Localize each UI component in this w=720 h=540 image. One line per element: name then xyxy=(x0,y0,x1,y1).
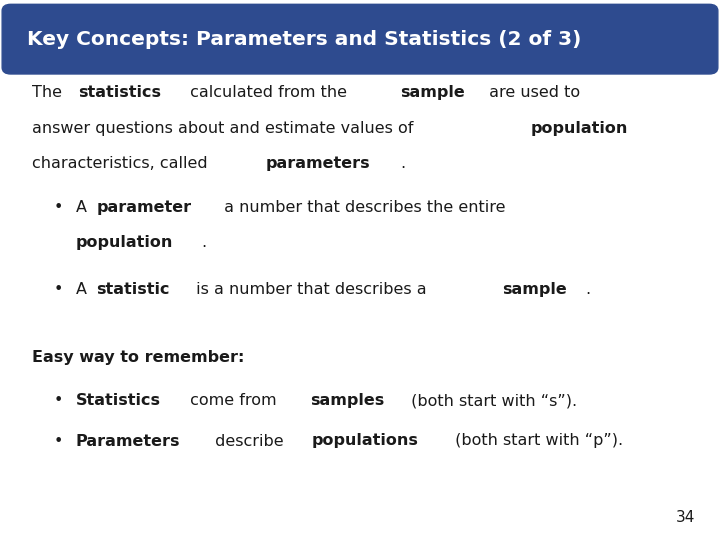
Text: calculated from the: calculated from the xyxy=(185,85,352,100)
Text: The: The xyxy=(32,85,68,100)
Text: sample: sample xyxy=(400,85,465,100)
Text: .: . xyxy=(400,157,406,172)
Text: •: • xyxy=(54,200,63,215)
Text: describe: describe xyxy=(210,434,289,449)
Text: Key Concepts: Parameters and Statistics (2 of 3): Key Concepts: Parameters and Statistics … xyxy=(27,30,582,50)
Text: characteristics, called: characteristics, called xyxy=(32,157,213,172)
Text: answer questions about and estimate values of: answer questions about and estimate valu… xyxy=(32,121,419,136)
Text: population: population xyxy=(76,235,173,251)
Text: parameters: parameters xyxy=(266,157,370,172)
Text: are used to: are used to xyxy=(484,85,580,100)
Text: samples: samples xyxy=(310,393,384,408)
Text: statistic: statistic xyxy=(96,282,170,298)
Text: Easy way to remember:: Easy way to remember: xyxy=(32,350,245,365)
Text: .: . xyxy=(585,282,590,298)
Text: Parameters: Parameters xyxy=(76,434,180,449)
Text: (both start with “s”).: (both start with “s”). xyxy=(406,393,577,408)
Text: parameter: parameter xyxy=(96,200,192,215)
Text: 34: 34 xyxy=(675,510,695,525)
Text: (both start with “p”).: (both start with “p”). xyxy=(450,434,623,449)
Text: Statistics: Statistics xyxy=(76,393,161,408)
Text: populations: populations xyxy=(312,434,419,449)
Text: come from: come from xyxy=(185,393,282,408)
Text: •: • xyxy=(54,434,63,449)
Text: A: A xyxy=(76,282,91,298)
Text: •: • xyxy=(54,393,63,408)
Text: population: population xyxy=(531,121,629,136)
Text: statistics: statistics xyxy=(78,85,161,100)
Text: .: . xyxy=(202,235,207,251)
FancyBboxPatch shape xyxy=(2,4,718,74)
Text: a number that describes the entire: a number that describes the entire xyxy=(219,200,505,215)
Text: sample: sample xyxy=(502,282,567,298)
Text: •: • xyxy=(54,282,63,298)
Text: A: A xyxy=(76,200,91,215)
Text: is a number that describes a: is a number that describes a xyxy=(192,282,432,298)
